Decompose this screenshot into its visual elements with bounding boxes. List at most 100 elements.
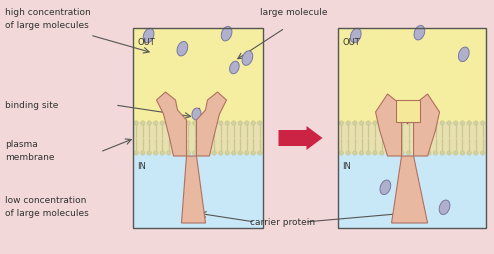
Bar (133, 28, 263, 122)
Ellipse shape (380, 180, 391, 195)
Circle shape (339, 151, 343, 155)
Circle shape (359, 121, 364, 125)
Circle shape (400, 121, 404, 125)
Text: carrier protein: carrier protein (250, 218, 315, 227)
Polygon shape (181, 156, 206, 223)
Circle shape (232, 151, 236, 155)
Circle shape (427, 121, 431, 125)
Ellipse shape (242, 51, 253, 65)
Polygon shape (413, 94, 440, 156)
Bar (338, 122, 486, 154)
Circle shape (393, 121, 397, 125)
Circle shape (346, 151, 350, 155)
Circle shape (474, 121, 478, 125)
Ellipse shape (192, 108, 201, 120)
Circle shape (225, 151, 229, 155)
Circle shape (212, 121, 216, 125)
Circle shape (173, 121, 177, 125)
Circle shape (420, 121, 424, 125)
Circle shape (453, 121, 458, 125)
Circle shape (238, 121, 243, 125)
Circle shape (379, 151, 384, 155)
Circle shape (134, 151, 138, 155)
Circle shape (460, 121, 465, 125)
Text: of large molecules: of large molecules (5, 21, 89, 30)
Circle shape (179, 151, 184, 155)
Circle shape (257, 151, 262, 155)
Circle shape (346, 121, 350, 125)
Text: membrane: membrane (5, 153, 54, 162)
Circle shape (440, 151, 445, 155)
Circle shape (218, 121, 223, 125)
Circle shape (225, 121, 229, 125)
Circle shape (353, 151, 357, 155)
Circle shape (141, 121, 145, 125)
Circle shape (481, 151, 485, 155)
Circle shape (147, 121, 152, 125)
Circle shape (467, 151, 471, 155)
Circle shape (427, 151, 431, 155)
Circle shape (166, 151, 171, 155)
Text: large molecule: large molecule (260, 8, 328, 17)
Circle shape (186, 121, 191, 125)
Circle shape (232, 121, 236, 125)
Circle shape (447, 121, 451, 125)
Circle shape (373, 151, 377, 155)
Circle shape (400, 151, 404, 155)
Ellipse shape (143, 28, 154, 43)
Ellipse shape (414, 25, 425, 40)
Circle shape (413, 151, 417, 155)
Polygon shape (197, 92, 227, 156)
Ellipse shape (221, 26, 232, 41)
Circle shape (238, 151, 243, 155)
Bar (396, 100, 419, 122)
Circle shape (339, 121, 343, 125)
Bar (133, 28, 263, 228)
Polygon shape (157, 92, 187, 156)
Circle shape (206, 151, 210, 155)
Circle shape (134, 121, 138, 125)
Circle shape (179, 121, 184, 125)
Bar (133, 154, 263, 228)
Circle shape (257, 121, 262, 125)
Ellipse shape (177, 41, 188, 56)
Circle shape (433, 121, 438, 125)
Circle shape (160, 151, 165, 155)
Circle shape (386, 151, 391, 155)
Circle shape (467, 121, 471, 125)
Text: binding site: binding site (5, 101, 58, 109)
Bar (338, 28, 486, 122)
Circle shape (218, 151, 223, 155)
Text: IN: IN (342, 162, 351, 171)
Circle shape (212, 151, 216, 155)
Bar (338, 154, 486, 228)
Circle shape (245, 121, 249, 125)
Bar (133, 122, 263, 154)
Circle shape (407, 121, 411, 125)
Text: OUT: OUT (137, 38, 155, 47)
Circle shape (173, 151, 177, 155)
Ellipse shape (230, 61, 239, 74)
Circle shape (420, 151, 424, 155)
Circle shape (147, 151, 152, 155)
Circle shape (366, 121, 370, 125)
Circle shape (413, 121, 417, 125)
Circle shape (199, 151, 204, 155)
Circle shape (199, 121, 204, 125)
Circle shape (393, 151, 397, 155)
Circle shape (433, 151, 438, 155)
Circle shape (407, 151, 411, 155)
Circle shape (160, 121, 165, 125)
Ellipse shape (458, 47, 469, 61)
Ellipse shape (350, 28, 361, 43)
Circle shape (460, 151, 465, 155)
Text: IN: IN (137, 162, 146, 171)
Text: OUT: OUT (342, 38, 360, 47)
Circle shape (359, 151, 364, 155)
Text: high concentration: high concentration (5, 8, 91, 17)
Circle shape (379, 121, 384, 125)
Circle shape (154, 151, 158, 155)
Text: plasma: plasma (5, 140, 38, 149)
Circle shape (186, 151, 191, 155)
Circle shape (206, 121, 210, 125)
